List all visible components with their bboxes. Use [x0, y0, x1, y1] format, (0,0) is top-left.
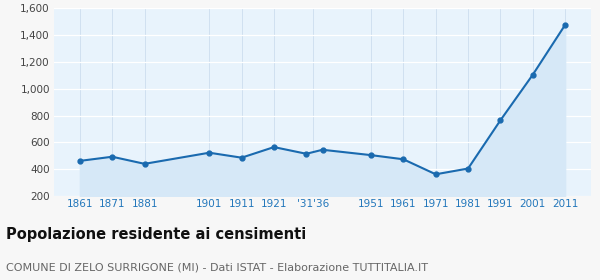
Text: Popolazione residente ai censimenti: Popolazione residente ai censimenti — [6, 227, 306, 242]
Text: COMUNE DI ZELO SURRIGONE (MI) - Dati ISTAT - Elaborazione TUTTITALIA.IT: COMUNE DI ZELO SURRIGONE (MI) - Dati IST… — [6, 262, 428, 272]
